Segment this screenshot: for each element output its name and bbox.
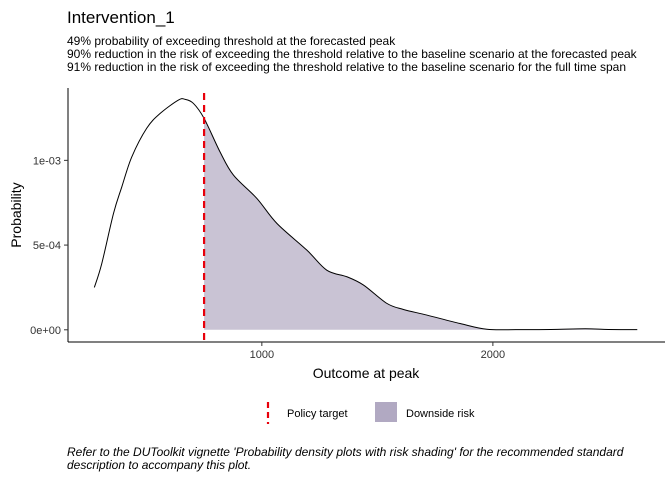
subtitle-line-1: 49% probability of exceeding threshold a… (67, 34, 396, 48)
chart-title: Intervention_1 (67, 8, 175, 27)
caption-line-2: description to accompany this plot. (67, 458, 251, 472)
subtitle-line-3: 91% reduction in the risk of exceeding t… (67, 60, 626, 74)
density-curve (93, 98, 638, 331)
legend-policy-target-label: Policy target (287, 408, 348, 420)
y-axis-label: Probability (8, 182, 24, 247)
legend: Policy target Downside risk (266, 402, 475, 424)
subtitle-line-2: 90% reduction in the risk of exceeding t… (67, 47, 638, 61)
legend-downside-risk-label: Downside risk (406, 408, 475, 420)
x-axis-label: Outcome at peak (313, 365, 421, 381)
y-tick-label: 0e+00 (30, 325, 61, 337)
caption-line-1: Refer to the DUToolkit vignette 'Probabi… (67, 445, 624, 459)
x-tick-label: 2000 (481, 349, 505, 361)
y-tick-label: 1e-03 (33, 155, 61, 167)
legend-downside-risk-key (375, 402, 397, 422)
downside-risk-area (204, 118, 638, 330)
x-tick-label: 1000 (250, 349, 274, 361)
y-tick-label: 5e-04 (33, 240, 61, 252)
